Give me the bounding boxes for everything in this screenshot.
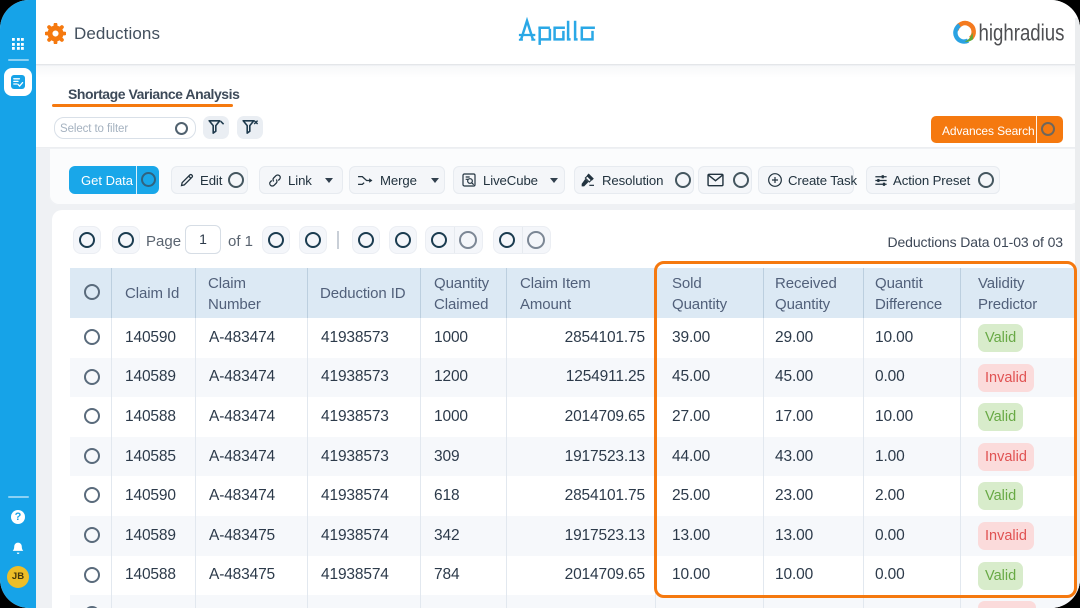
svg-text:highradius: highradius [979,19,1065,45]
